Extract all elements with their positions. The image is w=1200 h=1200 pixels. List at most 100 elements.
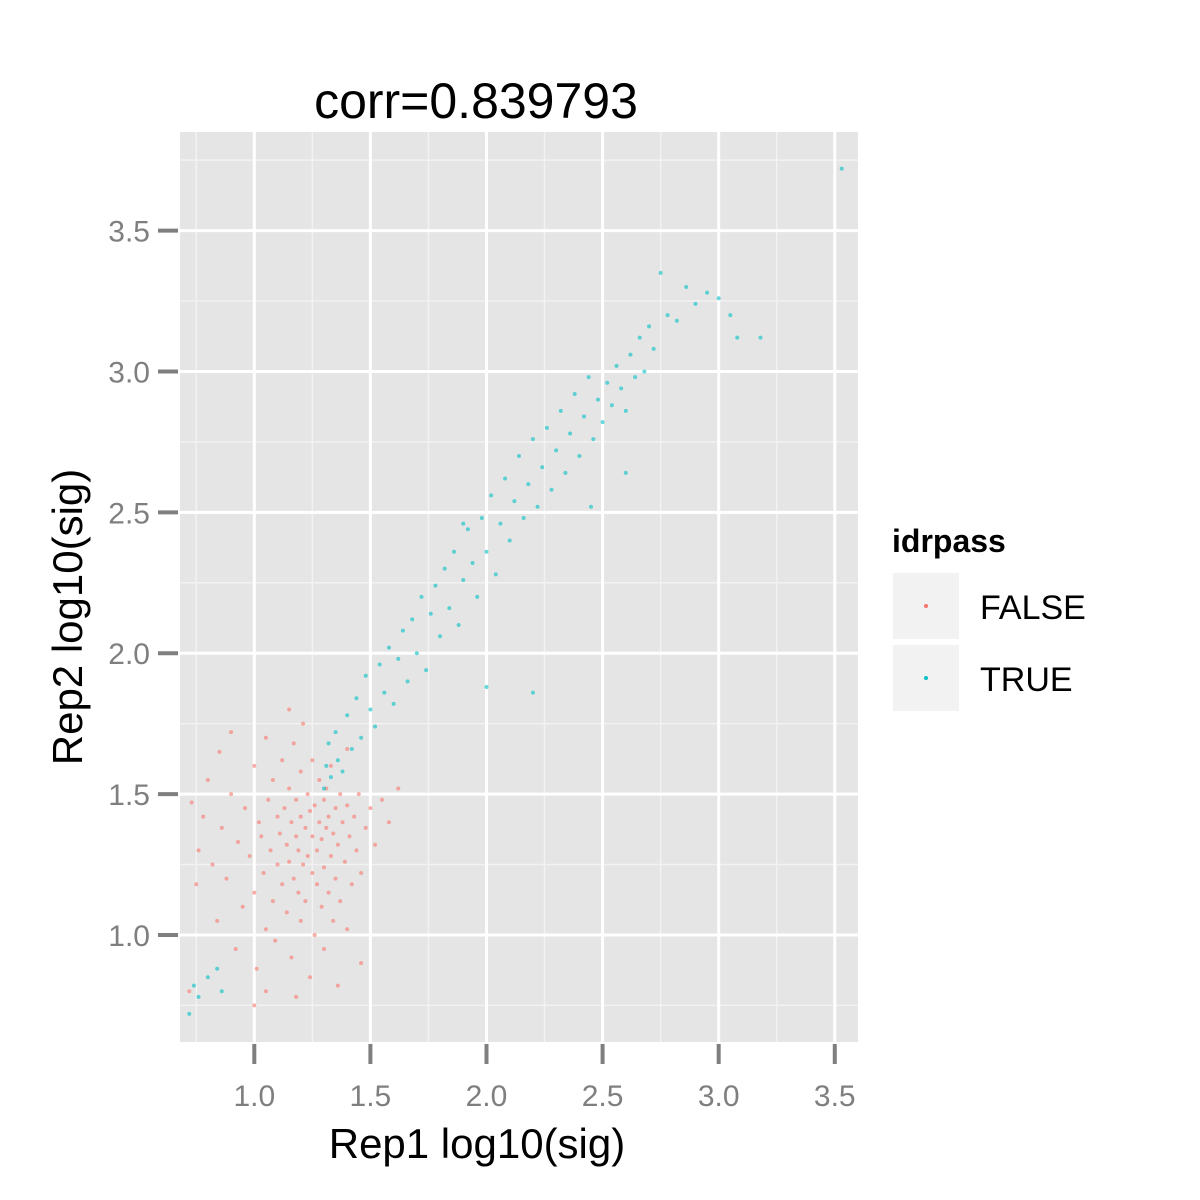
point-false	[268, 848, 273, 853]
point-false	[287, 786, 292, 791]
point-true	[187, 1011, 192, 1016]
point-false	[347, 834, 352, 839]
point-false	[240, 904, 245, 909]
point-true	[479, 515, 484, 520]
y-axis-title: Rep2 log10(sig)	[44, 469, 91, 766]
point-true	[419, 594, 424, 599]
point-true	[354, 696, 359, 701]
point-true	[324, 763, 329, 768]
point-true	[368, 707, 373, 712]
point-true	[588, 504, 593, 509]
point-true	[405, 679, 410, 684]
point-false	[263, 735, 268, 740]
point-false	[287, 707, 292, 712]
point-false	[312, 932, 317, 937]
point-true	[609, 403, 614, 408]
point-true	[614, 363, 619, 368]
point-true	[637, 335, 642, 340]
point-true	[196, 994, 201, 999]
x-tick-label: 1.5	[350, 1080, 392, 1113]
point-false	[335, 842, 340, 847]
point-false	[194, 882, 199, 887]
point-false	[373, 842, 378, 847]
y-tick-label: 3.5	[108, 216, 150, 249]
point-false	[298, 769, 303, 774]
point-false	[312, 803, 317, 808]
point-true	[461, 577, 466, 582]
point-true	[530, 437, 535, 442]
point-false	[263, 927, 268, 932]
legend-swatch-false	[924, 604, 928, 608]
point-true	[512, 499, 517, 504]
point-true	[470, 561, 475, 566]
point-true	[605, 380, 610, 385]
legend-title: idrpass	[892, 523, 1006, 559]
legend-label-false: FALSE	[980, 589, 1086, 627]
point-true	[373, 724, 378, 729]
point-false	[287, 859, 292, 864]
point-false	[314, 882, 319, 887]
point-true	[465, 527, 470, 532]
point-false	[247, 854, 252, 859]
point-true	[628, 352, 633, 357]
point-true	[684, 284, 689, 289]
point-false	[333, 876, 338, 881]
point-true	[205, 975, 210, 980]
point-false	[303, 825, 308, 830]
point-true	[219, 989, 224, 994]
point-false	[301, 721, 306, 726]
point-true	[839, 166, 844, 171]
y-tick-label: 3.0	[108, 356, 150, 389]
point-false	[345, 803, 350, 808]
point-false	[340, 820, 345, 825]
point-false	[256, 820, 261, 825]
point-true	[503, 476, 508, 481]
point-false	[284, 910, 289, 915]
point-false	[273, 938, 278, 943]
point-true	[563, 470, 568, 475]
point-true	[554, 448, 559, 453]
point-true	[215, 966, 220, 971]
point-true	[521, 515, 526, 520]
x-tick-label: 1.0	[233, 1080, 275, 1113]
point-false	[289, 955, 294, 960]
point-false	[270, 899, 275, 904]
point-true	[577, 453, 582, 458]
point-true	[340, 769, 345, 774]
point-false	[229, 792, 234, 797]
point-false	[275, 862, 280, 867]
point-false	[354, 848, 359, 853]
plot-panel	[180, 132, 858, 1042]
point-false	[263, 989, 268, 994]
point-false	[291, 876, 296, 881]
point-false	[310, 758, 315, 763]
point-true	[359, 735, 364, 740]
point-false	[321, 865, 326, 870]
point-false	[187, 989, 192, 994]
point-false	[252, 763, 257, 768]
point-true	[658, 270, 663, 275]
point-true	[665, 313, 670, 318]
point-true	[517, 453, 521, 458]
point-false	[328, 763, 333, 768]
point-true	[582, 414, 587, 419]
point-false	[356, 792, 361, 797]
point-true	[377, 662, 382, 667]
point-false	[296, 890, 301, 895]
point-true	[633, 375, 638, 380]
point-false	[280, 758, 285, 763]
point-false	[359, 870, 364, 875]
point-true	[484, 685, 489, 690]
point-true	[447, 606, 452, 611]
point-false	[298, 814, 303, 819]
point-true	[396, 656, 401, 661]
point-false	[270, 777, 275, 782]
point-true	[489, 493, 494, 498]
y-tick-label: 2.0	[108, 638, 150, 671]
point-true	[530, 690, 535, 695]
x-tick-label: 3.0	[698, 1080, 740, 1113]
point-true	[716, 296, 721, 301]
point-true	[572, 392, 577, 397]
y-tick-label: 1.0	[108, 920, 150, 953]
point-false	[319, 837, 324, 842]
